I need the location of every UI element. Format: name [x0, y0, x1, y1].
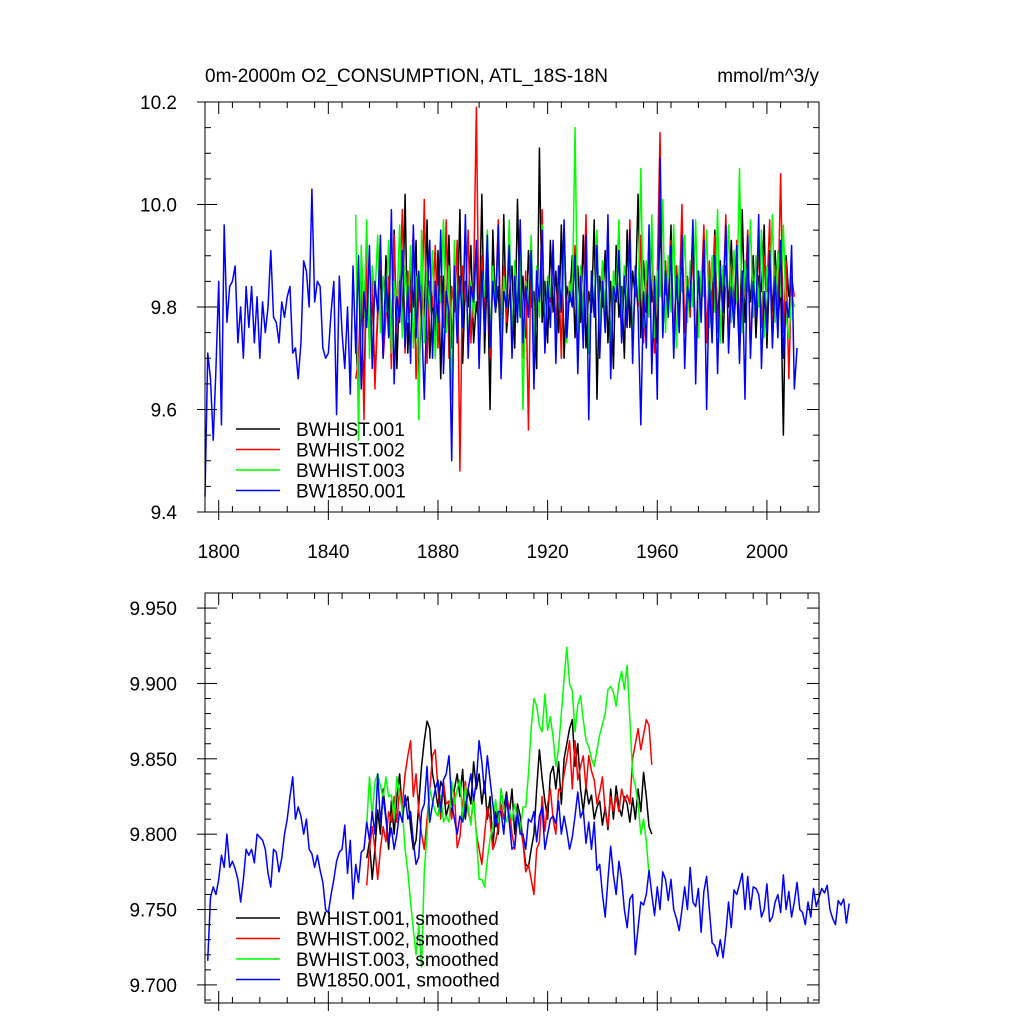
chart-title: 0m-2000m O2_CONSUMPTION, ATL_18S-18N: [205, 66, 608, 87]
top-series-line-3: [204, 157, 798, 497]
chart-units: mmol/m^3/y: [717, 66, 819, 87]
bottom-y-tick-label-4: 9.900: [129, 674, 177, 695]
top-x-tick-label-5: 2000: [746, 542, 788, 563]
bottom-legend-label-1: BWHIST.002, smoothed: [296, 930, 499, 951]
bottom-plot-frame: [204, 592, 820, 1004]
top-x-tick-label-2: 1880: [417, 542, 459, 563]
top-x-tick-label-4: 1960: [636, 542, 678, 563]
bottom-series-line-3: [206, 739, 850, 961]
top-panel: [197, 101, 820, 520]
bottom-y-tick-label-1: 9.750: [129, 901, 177, 922]
bottom-legend-label-3: BW1850.001, smoothed: [296, 971, 500, 992]
top-x-tick-label-0: 1800: [198, 542, 240, 563]
bottom-y-tick-label-5: 9.950: [129, 599, 177, 620]
bottom-y-tick-label-0: 9.700: [129, 976, 177, 997]
top-y-tick-label-4: 10.2: [140, 93, 177, 114]
bottom-panel: [197, 592, 850, 1011]
top-legend-label-2: BWHIST.003: [296, 461, 405, 482]
bottom-legend-label-0: BWHIST.001, smoothed: [296, 909, 499, 930]
bottom-legend-label-2: BWHIST.003, smoothed: [296, 950, 499, 971]
top-x-tick-label-1: 1840: [307, 542, 349, 563]
top-x-tick-label-3: 1920: [526, 542, 568, 563]
top-y-tick-label-2: 9.8: [151, 298, 177, 319]
top-legend-label-3: BW1850.001: [296, 482, 406, 503]
bottom-series-line-1: [365, 718, 653, 896]
top-series-line-2: [355, 126, 796, 441]
top-y-tick-label-1: 9.6: [151, 401, 177, 422]
top-y-tick-label-3: 10.0: [140, 196, 177, 217]
top-legend-label-1: BWHIST.002: [296, 441, 405, 462]
top-y-tick-label-0: 9.4: [151, 503, 178, 524]
top-legend-label-0: BWHIST.001: [296, 420, 405, 441]
bottom-y-tick-label-2: 9.800: [129, 825, 177, 846]
bottom-y-tick-label-3: 9.850: [129, 750, 177, 771]
